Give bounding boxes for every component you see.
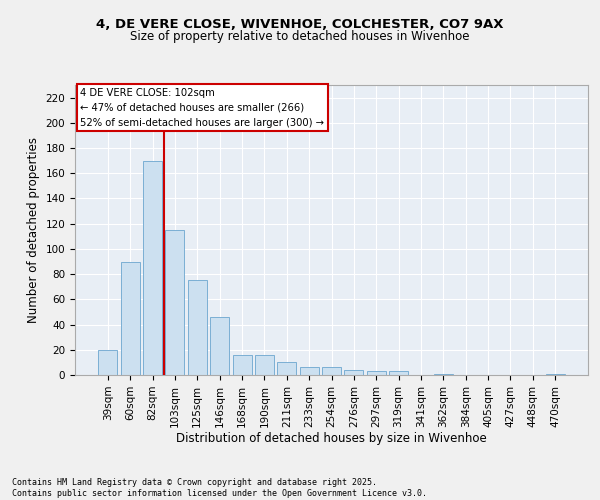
Text: 4 DE VERE CLOSE: 102sqm
← 47% of detached houses are smaller (266)
52% of semi-d: 4 DE VERE CLOSE: 102sqm ← 47% of detache… xyxy=(80,88,324,128)
Text: Size of property relative to detached houses in Wivenhoe: Size of property relative to detached ho… xyxy=(130,30,470,43)
X-axis label: Distribution of detached houses by size in Wivenhoe: Distribution of detached houses by size … xyxy=(176,432,487,446)
Bar xyxy=(389,371,408,375)
Bar xyxy=(233,355,251,375)
Bar xyxy=(210,317,229,375)
Bar xyxy=(255,355,274,375)
Bar xyxy=(143,160,162,375)
Bar xyxy=(344,370,364,375)
Text: Contains HM Land Registry data © Crown copyright and database right 2025.
Contai: Contains HM Land Registry data © Crown c… xyxy=(12,478,427,498)
Bar xyxy=(434,374,453,375)
Bar xyxy=(367,371,386,375)
Bar xyxy=(277,362,296,375)
Bar xyxy=(166,230,184,375)
Bar xyxy=(98,350,118,375)
Bar xyxy=(188,280,207,375)
Bar xyxy=(121,262,140,375)
Text: 4, DE VERE CLOSE, WIVENHOE, COLCHESTER, CO7 9AX: 4, DE VERE CLOSE, WIVENHOE, COLCHESTER, … xyxy=(96,18,504,30)
Y-axis label: Number of detached properties: Number of detached properties xyxy=(27,137,40,323)
Bar xyxy=(545,374,565,375)
Bar xyxy=(322,368,341,375)
Bar xyxy=(299,368,319,375)
